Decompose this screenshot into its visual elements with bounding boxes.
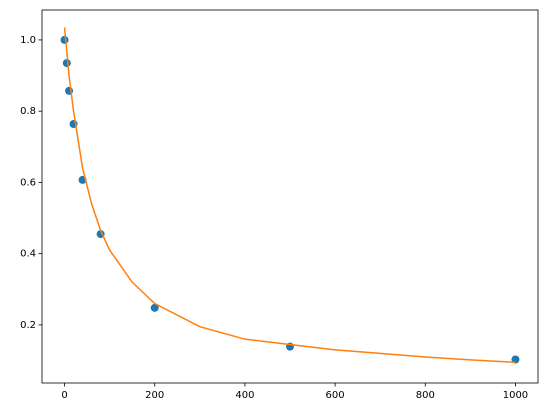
x-tick-label: 400 — [235, 390, 254, 401]
y-tick-label: 0.6 — [20, 177, 36, 188]
x-tick-label: 600 — [326, 390, 345, 401]
y-tick-label: 1.0 — [20, 35, 36, 46]
x-tick-label: 1000 — [503, 390, 528, 401]
y-tick-label: 0.8 — [20, 106, 36, 117]
point — [60, 35, 69, 44]
x-tick-label: 200 — [145, 390, 164, 401]
x-tick-label: 0 — [61, 390, 67, 401]
y-tick-label: 0.2 — [20, 320, 36, 331]
point — [150, 303, 159, 312]
point — [62, 59, 71, 68]
y-tick-label: 0.4 — [20, 249, 36, 260]
axes-frame — [41, 9, 539, 384]
x-tick-label: 800 — [416, 390, 435, 401]
fit-line — [63, 27, 516, 364]
